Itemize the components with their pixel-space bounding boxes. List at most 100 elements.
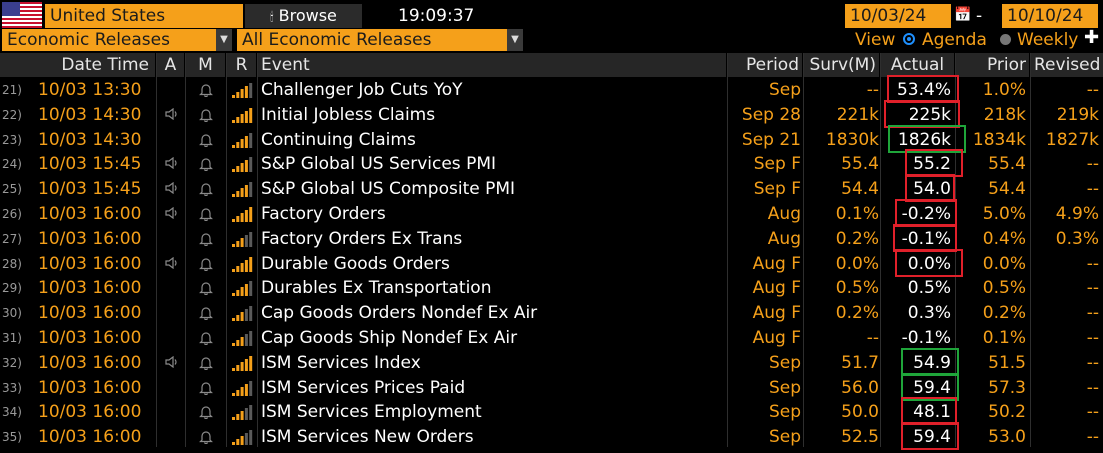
survey-value: 54.4 [841,179,879,200]
table-row[interactable]: 30) 10/03 16:00 Cap Goods Orders Nondef Ex… [0,301,1103,326]
bell-icon[interactable] [199,429,213,453]
calendar-icon[interactable]: 📅 [954,7,972,23]
column-header-revised[interactable]: Revised [1031,53,1103,77]
table-row[interactable]: 34) 10/03 16:00 ISM Services Employment Sep… [0,400,1103,425]
revised-value: -- [1086,179,1099,200]
bell-icon[interactable] [199,156,213,180]
speaker-icon[interactable] [165,107,179,132]
actual-value: 0.3% [907,303,951,324]
view-weekly-radio[interactable] [1000,34,1011,45]
bell-icon[interactable] [199,380,213,404]
bell-icon[interactable] [199,231,213,255]
column-header-survey[interactable]: Surv(M) [804,53,879,77]
event-name[interactable]: ISM Services New Orders [261,427,474,448]
bell-icon[interactable] [199,107,213,131]
bell-icon[interactable] [199,355,213,379]
column-header-a[interactable]: A [157,53,184,77]
relevance-bars-icon [232,355,254,379]
table-row[interactable]: 25) 10/03 15:45 S&P Global US Composite PM… [0,177,1103,202]
table-row[interactable]: 23) 10/03 14:30 Continuing Claims Sep 21 183… [0,128,1103,153]
event-name[interactable]: S&P Global US Composite PMI [261,179,516,200]
survey-value: -- [866,328,879,348]
expand-icon[interactable]: ✚ [1084,27,1100,48]
event-name[interactable]: Durable Goods Orders [261,253,450,274]
event-name[interactable]: Cap Goods Ship Nondef Ex Air [261,328,518,348]
bell-icon[interactable] [199,305,213,329]
green-highlight-box [888,124,966,153]
bell-icon[interactable] [199,181,213,205]
column-header-date-time[interactable]: Date Time [0,53,155,77]
event-name[interactable]: Factory Orders [261,204,386,224]
speaker-icon[interactable] [165,355,179,380]
event-name[interactable]: ISM Services Index [261,352,421,373]
table-row[interactable]: 26) 10/03 16:00 Factory Orders Aug 0.1% -0.2%… [0,202,1103,227]
table-row[interactable]: 24) 10/03 15:45 S&P Global US Services PMI… [0,152,1103,177]
release-datetime: 10/03 15:45 [38,179,142,200]
column-divider [803,53,804,447]
view-agenda-label[interactable]: Agenda [922,30,987,50]
browse-label: Browse [278,6,337,25]
table-row[interactable]: 21) 10/03 13:30 Challenger Job Cuts YoY Sep… [0,78,1103,103]
survey-value: 56.0 [841,377,879,398]
bell-icon[interactable] [199,82,213,106]
release-filter-dropdown[interactable]: All Economic Releases ▼ [237,29,523,51]
release-category-dropdown[interactable]: Economic Releases ▼ [2,29,232,51]
column-header-m[interactable]: M [186,53,225,77]
release-datetime: 10/03 16:00 [38,303,142,324]
column-header-actual[interactable]: Actual [881,53,954,77]
bell-icon[interactable] [199,206,213,230]
survey-value: 50.0 [841,402,879,423]
column-header-r[interactable]: R [227,53,256,77]
table-row[interactable]: 27) 10/03 16:00 Factory Orders Ex Trans Aug… [0,227,1103,252]
event-period: Aug F [752,253,801,274]
table-row[interactable]: 31) 10/03 16:00 Cap Goods Ship Nondef Ex A… [0,326,1103,351]
speaker-icon[interactable] [165,157,179,181]
actual-value: -0.1% [901,228,951,249]
row-number: 24) [2,157,22,172]
column-divider [257,53,258,447]
date-to-field[interactable]: 10/10/24 [1002,4,1098,28]
column-header-event[interactable]: Event [258,53,726,77]
event-name[interactable]: S&P Global US Services PMI [261,154,496,175]
view-agenda-radio[interactable] [903,33,915,45]
revised-value: 4.9% [1055,204,1099,224]
relevance-bars-icon [232,380,254,404]
bell-icon[interactable] [199,280,213,304]
bell-icon[interactable] [199,330,213,354]
table-row[interactable]: 28) 10/03 16:00 Durable Goods Orders Aug F 0… [0,252,1103,277]
revised-value: -- [1086,253,1099,274]
red-highlight-box [893,223,957,252]
event-name[interactable]: Initial Jobless Claims [261,104,436,125]
table-row[interactable]: 22) 10/03 14:30 Initial Jobless Claims Sep … [0,103,1103,128]
browse-button[interactable]: 🕯 Browse [245,4,362,28]
bell-icon[interactable] [199,132,213,156]
date-from-field[interactable]: 10/03/24 [845,4,951,28]
table-row[interactable]: 35) 10/03 16:00 ISM Services New Orders Sep… [0,425,1103,450]
event-name[interactable]: ISM Services Employment [261,402,482,423]
prior-value: 0.0% [982,253,1026,274]
row-number: 32) [2,355,22,370]
release-datetime: 10/03 14:30 [38,104,142,125]
event-name[interactable]: Challenger Job Cuts YoY [261,80,463,100]
table-row[interactable]: 33) 10/03 16:00 ISM Services Prices Paid Se… [0,376,1103,401]
table-row[interactable]: 32) 10/03 16:00 ISM Services Index Sep 51.7 5… [0,351,1103,376]
bell-icon[interactable] [199,404,213,428]
column-header-period[interactable]: Period [728,53,802,77]
country-field[interactable]: United States [45,4,243,28]
event-name[interactable]: Cap Goods Orders Nondef Ex Air [261,303,538,324]
event-name[interactable]: Factory Orders Ex Trans [261,228,463,249]
table-row[interactable]: 29) 10/03 16:00 Durables Ex Transportation… [0,276,1103,301]
actual-value: 0.5% [907,278,951,299]
actual-value: 53.4% [896,80,951,100]
column-header-prior[interactable]: Prior [956,53,1029,77]
event-name[interactable]: Continuing Claims [261,129,416,150]
speaker-icon[interactable] [165,256,179,281]
speaker-icon[interactable] [165,181,179,206]
bell-icon[interactable] [199,256,213,280]
event-name[interactable]: Durables Ex Transportation [261,278,492,299]
view-weekly-label[interactable]: Weekly [1017,30,1079,50]
revised-value: -- [1086,154,1099,175]
event-name[interactable]: ISM Services Prices Paid [261,377,466,398]
actual-value: -0.2% [901,204,951,224]
speaker-icon[interactable] [165,206,179,231]
